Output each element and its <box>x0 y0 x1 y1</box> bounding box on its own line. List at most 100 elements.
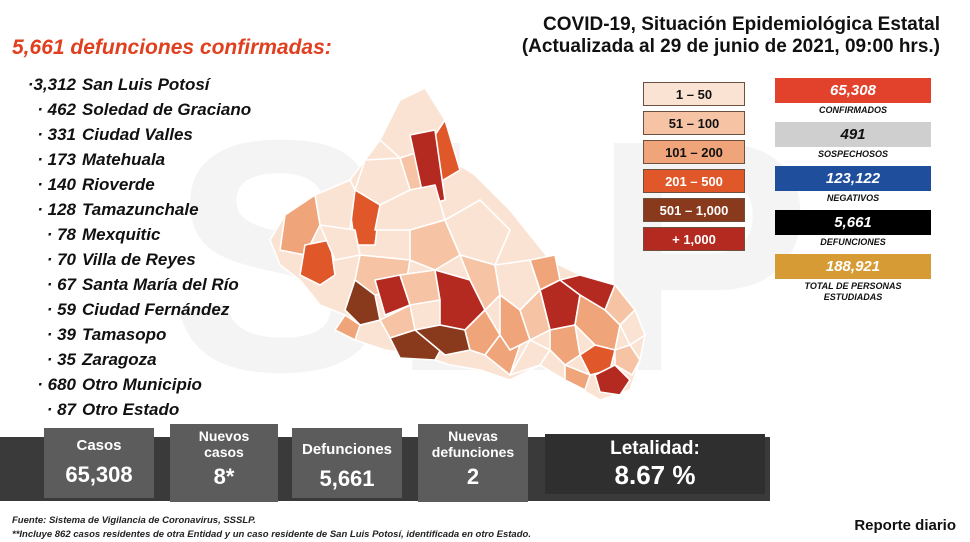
summary-card-casos: Casos 65,308 <box>44 428 154 498</box>
municipality-count: · 680 <box>37 374 76 394</box>
map-region <box>549 324 581 366</box>
summary-card-nuevas-defunciones: Nuevas defunciones 2 <box>418 424 528 502</box>
summary-card-letalidad: Letalidad: 8.67 % <box>545 434 765 494</box>
map-region <box>459 254 501 311</box>
map-region <box>409 129 446 206</box>
legend-item: 101 – 200 <box>643 140 745 164</box>
municipality-row: · 331 Ciudad Valles <box>16 122 276 147</box>
municipality-count: · 173 <box>37 149 76 169</box>
municipality-count: · 70 <box>46 249 76 269</box>
letalidad-value: 8.67 % <box>614 460 696 490</box>
stat-item: 188,921 TOTAL DE PERSONAS ESTUDIADAS <box>775 254 931 303</box>
nuevas-defunciones-label-1: Nuevas <box>448 428 498 444</box>
stat-item: 5,661 DEFUNCIONES <box>775 210 931 248</box>
map-region <box>314 179 356 231</box>
map-region <box>279 194 321 256</box>
stats-panel: 65,308 CONFIRMADOS 491 SOSPECHOSOS 123,122 NE… <box>775 78 931 309</box>
state-map-svg <box>269 87 646 401</box>
legend-item: 501 – 1,000 <box>643 198 745 222</box>
casos-label: Casos <box>76 437 122 454</box>
legend-item: 51 – 100 <box>643 111 745 135</box>
municipality-row: · 173 Matehuala <box>16 147 276 172</box>
municipality-name: Tamazunchale <box>82 199 199 219</box>
municipality-count: ·3,312 <box>27 74 76 94</box>
map-legend: 1 – 50 51 – 100 101 – 200 201 – 500 501 – 1,… <box>643 82 745 256</box>
municipality-row: · 70 Villa de Reyes <box>16 247 276 272</box>
stat-item: 491 SOSPECHOSOS <box>775 122 931 160</box>
nuevos-casos-label-2: casos <box>204 444 244 460</box>
municipality-row: · 140 Rioverde <box>16 172 276 197</box>
summary-card-defunciones: Defunciones 5,661 <box>292 428 402 498</box>
municipality-count: · 331 <box>37 124 76 144</box>
municipality-count: · 59 <box>46 299 76 319</box>
municipality-name: Rioverde <box>82 174 155 194</box>
municipality-row: · 78 Mexquitic <box>16 222 276 247</box>
map-region <box>299 239 336 286</box>
stat-value: 491 <box>775 122 931 147</box>
municipality-name: Matehuala <box>82 149 166 169</box>
municipality-name: Ciudad Valles <box>82 124 193 144</box>
municipality-row: · 462 Soledad de Graciano <box>16 97 276 122</box>
municipality-count: · 128 <box>37 199 76 219</box>
summary-card-nuevos-casos: Nuevos casos 8* <box>170 424 278 502</box>
municipality-name: Ciudad Fernández <box>82 299 230 319</box>
municipality-count: · 462 <box>37 99 76 119</box>
stat-value: 123,122 <box>775 166 931 191</box>
municipality-count: · 78 <box>46 224 76 244</box>
municipality-count: · 67 <box>46 274 76 294</box>
municipality-row: · 128 Tamazunchale <box>16 197 276 222</box>
stat-label: NEGATIVOS <box>826 193 880 203</box>
stat-label: DEFUNCIONES <box>820 237 886 247</box>
map-region <box>344 279 381 326</box>
municipality-row: · 680 Otro Municipio <box>16 372 276 397</box>
footer-note: **Incluye 862 casos residentes de otra E… <box>12 529 531 540</box>
legend-item: 201 – 500 <box>643 169 745 193</box>
map-region <box>509 339 551 376</box>
municipality-row: · 39 Tamasopo <box>16 322 276 347</box>
nuevas-defunciones-value: 2 <box>466 464 480 489</box>
municipality-name: Otro Estado <box>82 399 180 419</box>
municipality-name: Santa María del Río <box>82 274 239 294</box>
legend-item: 1 – 50 <box>643 82 745 106</box>
municipality-name: San Luis Potosí <box>82 74 210 94</box>
stat-item: 123,122 NEGATIVOS <box>775 166 931 204</box>
municipality-row: · 59 Ciudad Fernández <box>16 297 276 322</box>
municipality-name: Zaragoza <box>82 349 157 369</box>
nuevos-casos-value: 8* <box>213 464 235 489</box>
title-line-1: COVID-19, Situación Epidemiológica Estat… <box>543 14 940 35</box>
municipality-count: · 140 <box>37 174 76 194</box>
map-region <box>579 344 616 376</box>
municipality-row: · 67 Santa María del Río <box>16 272 276 297</box>
title-line-2: (Actualizada al 29 de junio de 2021, 09:… <box>521 36 940 57</box>
municipality-row: · 87 Otro Estado <box>16 397 276 422</box>
map-region <box>564 364 591 391</box>
footer-source: Fuente: Sistema de Vigilancia de Coronav… <box>12 515 256 526</box>
municipality-name: Villa de Reyes <box>82 249 196 269</box>
nuevas-defunciones-label-2: defunciones <box>431 444 515 460</box>
municipality-name: Soledad de Graciano <box>82 99 252 119</box>
municipality-row: · 35 Zaragoza <box>16 347 276 372</box>
casos-value: 65,308 <box>65 462 133 487</box>
defunciones-label: Defunciones <box>301 441 392 458</box>
report-title: COVID-19, Situación Epidemiológica Estat… <box>522 14 940 58</box>
municipality-deaths-list: ·3,312 San Luis Potosí · 462 Soledad de Gra… <box>16 72 276 422</box>
stat-value: 188,921 <box>775 254 931 279</box>
deaths-heading: 5,661 defunciones confirmadas: <box>12 36 332 59</box>
municipality-count: · 87 <box>46 399 76 419</box>
map-region <box>614 344 641 376</box>
municipality-name: Otro Municipio <box>82 374 202 394</box>
municipality-name: Tamasopo <box>82 324 167 344</box>
state-map <box>260 80 660 410</box>
map-region <box>499 294 531 351</box>
nuevos-casos-label-1: Nuevos <box>198 428 250 444</box>
legend-item: + 1,000 <box>643 227 745 251</box>
defunciones-value: 5,661 <box>319 466 375 491</box>
map-region <box>594 364 631 396</box>
map-region <box>409 219 461 271</box>
stat-label: CONFIRMADOS <box>819 105 887 115</box>
daily-report-label: Reporte diario <box>854 517 956 534</box>
municipality-count: · 39 <box>46 324 76 344</box>
stat-label: SOSPECHOSOS <box>817 149 889 159</box>
letalidad-label: Letalidad: <box>610 438 700 459</box>
municipality-row: ·3,312 San Luis Potosí <box>16 72 276 97</box>
